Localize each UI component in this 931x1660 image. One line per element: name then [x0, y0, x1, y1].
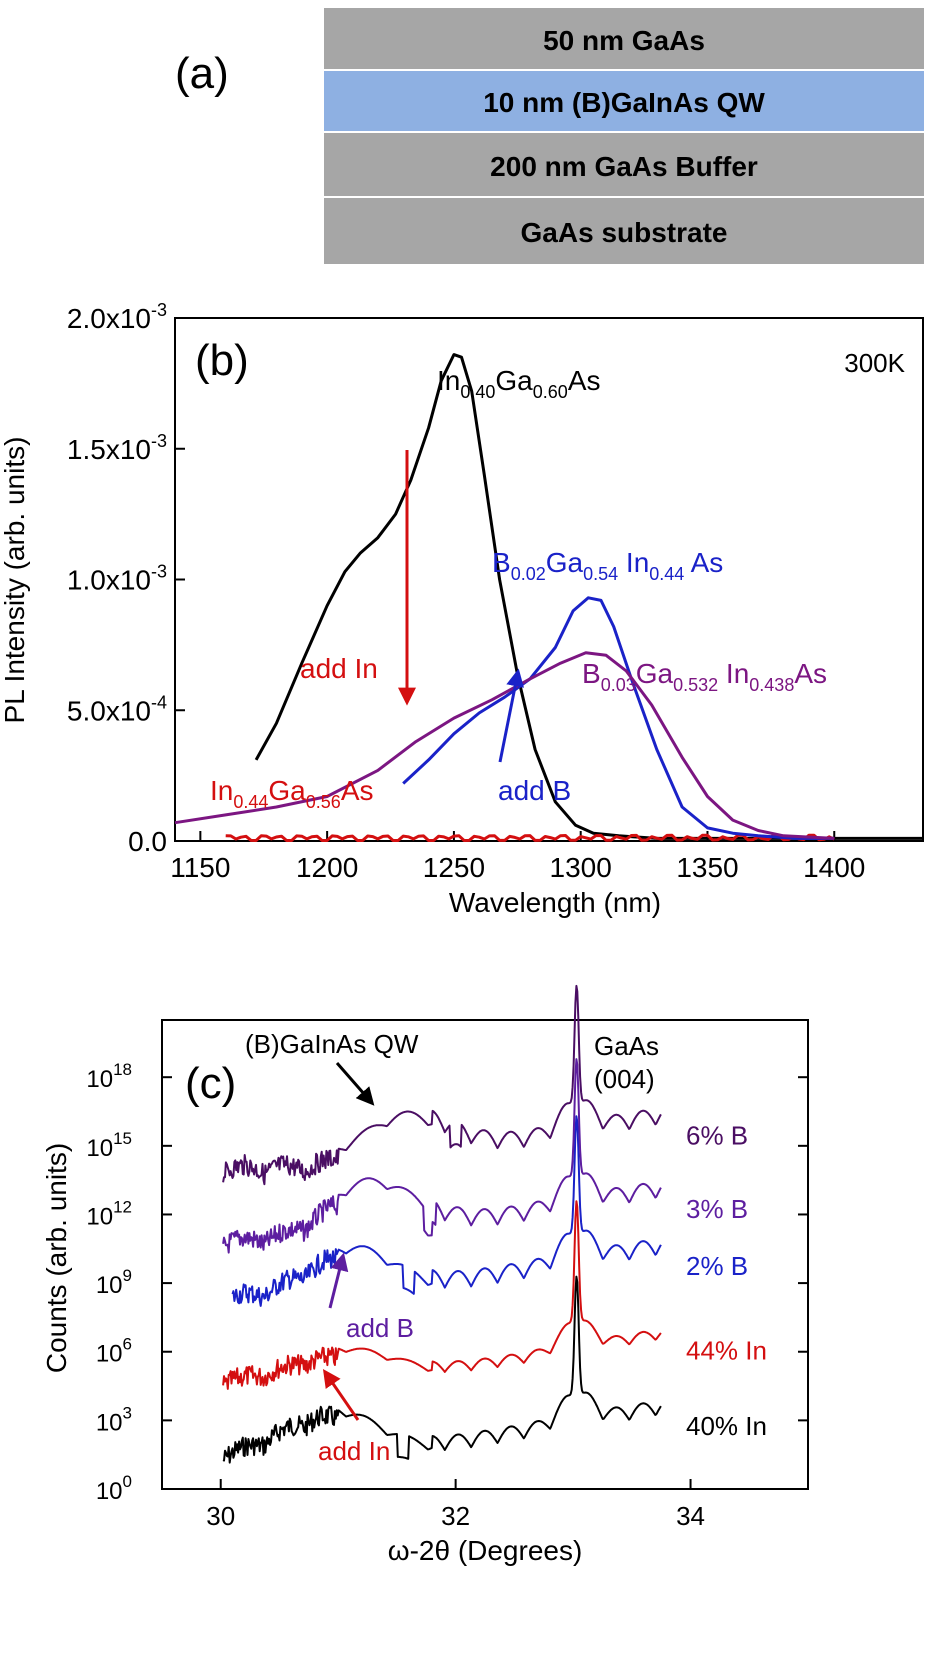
add-in-label-c: add In	[318, 1436, 390, 1466]
add-b-arrow-c	[328, 1252, 349, 1309]
panel-c-label: (c)	[185, 1059, 236, 1108]
c-xtick-label: 32	[441, 1501, 470, 1531]
layer-4-label: GaAs substrate	[521, 217, 728, 248]
label-in044: In0.44Ga0.56As	[210, 775, 374, 812]
label-b002: B0.02Ga0.54 In0.44 As	[492, 547, 723, 584]
qw-arrow	[335, 1062, 375, 1106]
panel-c-frame	[161, 1019, 809, 1490]
layer-3-label: 200 nm GaAs Buffer	[490, 151, 758, 182]
gaas-004-label: (004)	[594, 1064, 655, 1094]
b-xtick-label: 1150	[170, 852, 230, 883]
panel-c: 30 32 34 100 103 106 109 1012 1015 1018 (c) ω-2θ …	[41, 984, 809, 1566]
b-series-line	[225, 833, 835, 842]
panel-b-label: (b)	[195, 336, 249, 385]
b-series-line	[254, 353, 923, 840]
layer-1-label: 50 nm GaAs	[543, 25, 705, 56]
c-series-label: 40% In	[686, 1411, 767, 1441]
panel-a-label: (a)	[175, 49, 229, 98]
panel-b-xlabel: Wavelength (nm)	[449, 887, 661, 918]
c-series-line	[222, 1275, 662, 1464]
c-series-line	[222, 984, 662, 1186]
qw-label: (B)GaInAs QW	[245, 1029, 419, 1059]
c-ytick-label: 109	[96, 1266, 132, 1299]
c-series-label: 2% B	[686, 1251, 748, 1281]
b-ytick-label: 2.0x10-3	[67, 300, 167, 334]
panel-c-xlabel: ω-2θ (Degrees)	[388, 1535, 583, 1566]
label-in040: In0.40Ga0.60As	[437, 365, 601, 402]
c-ytick-label: 1018	[86, 1060, 132, 1093]
c-series-line	[231, 1115, 662, 1307]
c-ytick-label: 1012	[86, 1197, 132, 1230]
b-ytick-label: 0.0	[128, 826, 167, 857]
c-xtick-label: 30	[206, 1501, 235, 1531]
add-in-arrow-c	[322, 1369, 360, 1421]
c-series-line	[222, 1058, 662, 1254]
add-b-arrow-b	[498, 668, 525, 763]
layer-1-rect	[324, 8, 924, 69]
layer-4-rect	[324, 198, 924, 264]
c-ytick-label: 1015	[86, 1129, 132, 1162]
layer-stack: 50 nm GaAs 10 nm (B)GaInAs QW 200 nm GaA…	[324, 8, 924, 264]
c-xtick-label: 34	[676, 1501, 705, 1531]
c-series-label: 44% In	[686, 1336, 767, 1366]
c-ytick-label: 100	[96, 1472, 132, 1505]
panel-b: 1150 1200 1250 1300 1350 1400 0.0 5.0x10-4 1.0x1…	[0, 300, 924, 918]
c-series-label: 6% B	[686, 1121, 748, 1151]
b-xtick-label: 1350	[676, 852, 738, 883]
panel-b-ylabel: PL Intensity (arb. units)	[0, 437, 30, 724]
layer-2-label: 10 nm (B)GaInAs QW	[483, 87, 765, 118]
b-xtick-label: 1250	[423, 852, 485, 883]
panel-b-series	[174, 353, 923, 842]
c-ytick-label: 103	[96, 1403, 132, 1436]
c-ytick-label: 106	[96, 1335, 132, 1368]
add-b-label-c: add B	[346, 1313, 414, 1343]
b-xtick-label: 1300	[550, 852, 612, 883]
b-ytick-label: 1.0x10-3	[67, 562, 167, 596]
add-b-label-b: add B	[498, 775, 571, 806]
b-xtick-label: 1400	[803, 852, 865, 883]
panel-c-ylabel: Counts (arb. units)	[41, 1143, 72, 1373]
panel-c-series-labels: 40% In 44% In 2% B 3% B 6% B	[686, 1121, 767, 1442]
temperature-label: 300K	[844, 348, 905, 378]
b-xtick-label: 1200	[296, 852, 358, 883]
b-ytick-label: 1.5x10-3	[67, 431, 167, 465]
panel-a: (a) 50 nm GaAs 10 nm (B)GaInAs QW 200 nm…	[175, 8, 924, 264]
layer-2-rect	[324, 71, 924, 131]
gaas-label: GaAs	[594, 1031, 659, 1061]
panel-b-ticks: 1150 1200 1250 1300 1350 1400 0.0 5.0x10-4 1.0x1…	[67, 300, 865, 883]
c-series-line	[222, 1200, 662, 1390]
b-ytick-label: 5.0x10-4	[67, 692, 167, 726]
layer-3-rect	[324, 133, 924, 196]
c-series-label: 3% B	[686, 1194, 748, 1224]
b-series-line	[402, 596, 835, 840]
b-series-line	[174, 651, 835, 840]
add-in-label-b: add In	[300, 653, 378, 684]
panel-c-series	[222, 984, 662, 1464]
